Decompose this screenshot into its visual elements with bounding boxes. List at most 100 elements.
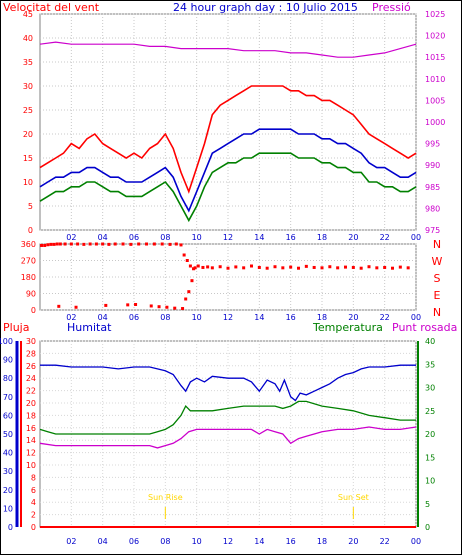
direction-point: [165, 305, 169, 309]
humidity-tick-label: 100: [0, 337, 13, 346]
x-tick-label: 14: [254, 537, 264, 546]
direction-point: [104, 303, 108, 307]
y-right-tick-label: 1015: [425, 53, 445, 62]
wind-time-axis: 02 04 06 08 10 12 14 16 18 20 22 00: [66, 233, 421, 242]
x-tick-label: 12: [223, 537, 233, 546]
x-tick-label: 06: [129, 233, 139, 242]
rain-tick-label: 18: [26, 411, 36, 420]
direction-point: [359, 266, 363, 270]
compass-label-s: S: [434, 272, 441, 285]
direction-point: [63, 242, 67, 246]
rain-tick-label: 14: [26, 436, 36, 445]
y-left-tick-label: 20: [23, 130, 33, 139]
direction-point: [173, 306, 177, 310]
direction-tick-label: 360: [21, 240, 36, 249]
x-tick-label: 14: [254, 313, 264, 322]
temp-time-axis: 02 04 06 08 10 12 14 16 18 20 22 00: [66, 537, 421, 546]
direction-point: [145, 242, 149, 246]
series-line-pressure: [39, 41, 417, 58]
sun-rise-label: Sun Rise: [148, 493, 183, 502]
humidity-tick-label: 90: [3, 356, 13, 365]
rain-tick-label: 22: [26, 387, 36, 396]
y-right-tick-label: 1005: [425, 96, 445, 105]
rain-tick-label: 24: [26, 374, 36, 383]
direction-point: [55, 242, 59, 246]
direction-point: [113, 242, 117, 246]
direction-point: [242, 266, 246, 270]
rain-tick-label: 12: [26, 449, 36, 458]
y-right-tick-label: 995: [425, 140, 440, 149]
humidity-tick-label: 20: [3, 486, 13, 495]
direction-point: [57, 304, 61, 308]
pressure-label: Pressió: [372, 1, 411, 14]
temp-tick-label: 20: [425, 430, 435, 439]
direction-point: [184, 297, 188, 301]
sun-set-label: Sun Set: [338, 493, 369, 502]
x-tick-label: 04: [98, 233, 108, 242]
rain-tick-label: 0: [31, 523, 36, 532]
x-tick-label: 00: [411, 233, 421, 242]
x-tick-label: 20: [348, 537, 358, 546]
x-tick-label: 22: [380, 313, 390, 322]
temp-tick-label: 5: [425, 500, 430, 509]
compass-label-n: N: [433, 306, 441, 319]
x-tick-label: 02: [66, 233, 76, 242]
direction-point: [82, 242, 86, 246]
rain-tick-label: 26: [26, 362, 36, 371]
temp-tick-label: 25: [425, 407, 435, 416]
humidity-tick-label: 80: [3, 374, 13, 383]
y-right-tick-label: 980: [425, 204, 440, 213]
direction-point: [76, 242, 80, 246]
direction-point: [201, 265, 205, 269]
wind-speed-label: Velocitat del vent: [3, 1, 100, 14]
y-right-tick-label: 1020: [425, 32, 445, 41]
direction-point: [265, 266, 269, 270]
temp-tick-label: 30: [425, 384, 435, 393]
humidity-label: Humitat: [67, 321, 112, 334]
x-tick-label: 12: [223, 233, 233, 242]
rain-tick-label: 8: [31, 473, 36, 482]
wind-series: [39, 41, 417, 223]
x-tick-label: 10: [192, 537, 202, 546]
temp-tick-label: 35: [425, 360, 435, 369]
direction-point: [206, 265, 210, 269]
y-left-tick-label: 30: [23, 82, 33, 91]
x-tick-label: 06: [129, 313, 139, 322]
direction-point: [344, 265, 347, 269]
direction-axis: 0 90 180 270 360: [21, 240, 36, 315]
direction-point: [210, 266, 214, 270]
x-tick-label: 20: [348, 313, 358, 322]
direction-point: [351, 265, 355, 269]
temp-tick-label: 10: [425, 477, 435, 486]
x-tick-label: 10: [192, 233, 202, 242]
y-right-tick-label: 1025: [425, 10, 445, 19]
direction-point: [257, 265, 261, 269]
direction-point: [196, 264, 200, 268]
temp-axis: 0 5 10 15 20 25 30 35 40: [417, 337, 435, 532]
sun-markers: Sun Rise Sun Set: [148, 493, 369, 519]
direction-tick-label: 90: [26, 290, 36, 299]
y-left-tick-label: 15: [23, 154, 33, 163]
direction-point: [160, 242, 164, 246]
x-tick-label: 02: [66, 313, 76, 322]
direction-point: [304, 264, 308, 268]
series-line-dewpoint: [39, 426, 417, 449]
humidity-tick-label: 50: [3, 430, 13, 439]
direction-point: [250, 264, 253, 268]
direction-point: [43, 243, 47, 247]
direction-point: [94, 242, 98, 246]
direction-point: [107, 242, 111, 246]
x-tick-label: 16: [286, 233, 296, 242]
compass-label-w: W: [432, 255, 443, 268]
humidity-tick-label: 30: [3, 467, 13, 476]
temp-series: [39, 364, 417, 528]
direction-point: [88, 242, 92, 246]
humidity-axis: 0 10 20 30 40 50 60 70 80 90 100: [0, 337, 19, 532]
direction-tick-label: 180: [21, 273, 36, 282]
rain-tick-label: 20: [26, 399, 36, 408]
series-line-gust: [39, 85, 417, 194]
rain-tick-label: 6: [31, 486, 36, 495]
x-tick-label: 16: [286, 313, 296, 322]
